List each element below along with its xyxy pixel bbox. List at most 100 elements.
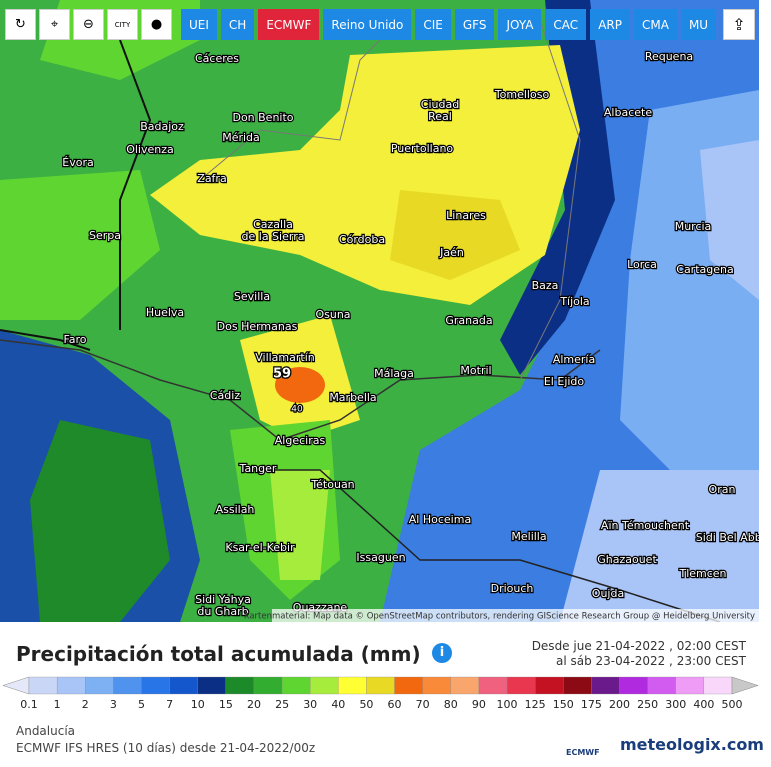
city-label: Real bbox=[428, 110, 452, 123]
city-label: Sevilla bbox=[234, 290, 270, 303]
city-label: Serpa bbox=[89, 229, 121, 242]
city-label: Cartagena bbox=[676, 263, 733, 276]
region: Andalucía bbox=[16, 724, 76, 738]
city-label: Jaén bbox=[439, 246, 464, 259]
legend-swatch bbox=[478, 676, 508, 695]
refresh-button[interactable]: ↻ bbox=[5, 9, 36, 40]
city-label: Évora bbox=[62, 156, 93, 169]
legend-swatch bbox=[113, 676, 142, 695]
legend-swatch bbox=[535, 676, 564, 695]
toolbar: ↻ ⌖ ⊖ CITY ● UEI CH ECMWF Reino Unido CIE GFS… bbox=[5, 9, 717, 40]
city-label: Cádiz bbox=[210, 389, 240, 402]
share-button[interactable]: ⇪ bbox=[723, 9, 755, 40]
info-icon[interactable]: i bbox=[432, 643, 452, 663]
legend-swatch bbox=[450, 676, 480, 695]
legend-swatch bbox=[281, 676, 311, 695]
city-label: Faro bbox=[63, 333, 86, 346]
brand[interactable]: meteologix.com bbox=[620, 735, 764, 754]
zoom-button[interactable]: ⊖ bbox=[73, 9, 104, 40]
city-label: Tanger bbox=[239, 462, 277, 475]
legend-label: 250 bbox=[637, 698, 658, 711]
city-label: Granada bbox=[445, 314, 492, 327]
model-button[interactable]: ARP bbox=[590, 9, 630, 40]
model-button[interactable]: CIE bbox=[415, 9, 451, 40]
model-button[interactable]: CAC bbox=[545, 9, 587, 40]
legend-label: 10 bbox=[191, 698, 205, 711]
date-from: Desde jue 21-04-2022 , 02:00 CEST bbox=[531, 639, 746, 653]
model-button[interactable]: ECMWF bbox=[258, 9, 320, 40]
legend-label: 150 bbox=[553, 698, 574, 711]
city-label: Murcia bbox=[675, 220, 712, 233]
legend-label: 60 bbox=[388, 698, 402, 711]
model-button[interactable]: MU bbox=[680, 9, 717, 40]
legend-label: 30 bbox=[303, 698, 317, 711]
model-button[interactable]: CMA bbox=[633, 9, 677, 40]
model-button[interactable]: GFS bbox=[454, 9, 495, 40]
model-button[interactable]: UEI bbox=[181, 9, 217, 40]
legend-swatch bbox=[28, 676, 58, 695]
city-label: Tomelloso bbox=[494, 88, 550, 101]
legend-swatch bbox=[366, 676, 395, 695]
legend-swatch bbox=[197, 676, 226, 695]
city-label: Issaguen bbox=[356, 551, 405, 564]
city-label: Ksar-el-Kebir bbox=[225, 541, 295, 554]
city-label: Sidi Yahya bbox=[195, 593, 251, 606]
legend-swatch bbox=[85, 676, 114, 695]
city-label: Albacete bbox=[604, 106, 652, 119]
legend-swatch bbox=[225, 676, 255, 695]
ecmwf-logo: ECMWF bbox=[566, 748, 600, 757]
city-label: Oran bbox=[709, 483, 736, 496]
model-button[interactable]: Reino Unido bbox=[323, 9, 412, 40]
city-label: Huelva bbox=[146, 306, 184, 319]
city-label: Tíjola bbox=[559, 295, 589, 308]
legend-swatch bbox=[253, 676, 283, 695]
city-label: Ciudad bbox=[421, 98, 459, 111]
panel-title: Precipitación total acumulada (mm) bbox=[16, 642, 421, 666]
city-label: Tlemcen bbox=[678, 567, 726, 580]
legend-swatch bbox=[394, 676, 423, 695]
legend-label: 80 bbox=[444, 698, 458, 711]
city-label: Requena bbox=[645, 50, 693, 63]
legend-swatch bbox=[591, 676, 620, 695]
city-label: Olivenza bbox=[126, 143, 174, 156]
legend-label: 500 bbox=[722, 698, 743, 711]
city-label: Motril bbox=[460, 364, 491, 377]
city-label: Driouch bbox=[491, 582, 534, 595]
legend-label: 90 bbox=[472, 698, 486, 711]
city-label: Mérida bbox=[222, 131, 260, 144]
legend-label: 175 bbox=[581, 698, 602, 711]
city-label: Zafra bbox=[197, 172, 226, 185]
legend-swatch bbox=[141, 676, 170, 695]
model-button[interactable]: JOYA bbox=[498, 9, 542, 40]
legend-swatch bbox=[647, 676, 676, 695]
city-label: Assilah bbox=[216, 503, 255, 516]
legend-swatch bbox=[703, 676, 733, 695]
city-label: Badajoz bbox=[140, 120, 184, 133]
attribution-bg bbox=[272, 609, 759, 622]
legend-label: 20 bbox=[247, 698, 261, 711]
city-label: Don Benito bbox=[232, 111, 293, 124]
location-button[interactable]: ⌖ bbox=[39, 9, 70, 40]
legend-swatch bbox=[506, 676, 536, 695]
legend-label: 1 bbox=[54, 698, 61, 711]
marker-button[interactable]: ● bbox=[141, 9, 172, 40]
legend-label: 7 bbox=[166, 698, 173, 711]
legend-label: 2 bbox=[82, 698, 89, 711]
legend-label: 125 bbox=[525, 698, 546, 711]
date-to: al sáb 23-04-2022 , 23:00 CEST bbox=[555, 654, 746, 668]
city-toggle[interactable]: CITY bbox=[107, 9, 138, 40]
legend-swatch bbox=[56, 676, 86, 695]
model-button[interactable]: CH bbox=[220, 9, 255, 40]
city-label: Oujda bbox=[592, 587, 624, 600]
max-value-label: 59 bbox=[273, 367, 291, 382]
city-label: Ghazaouet bbox=[597, 553, 657, 566]
legend-label: 70 bbox=[416, 698, 430, 711]
legend-label: 25 bbox=[275, 698, 289, 711]
legend-label: 50 bbox=[359, 698, 373, 711]
city-label: Cáceres bbox=[195, 52, 239, 65]
city-label: Aïn Témouchent bbox=[601, 519, 690, 532]
attribution: Kartenmaterial: Map data © OpenStreetMap… bbox=[244, 612, 755, 622]
legend-swatch bbox=[731, 676, 759, 695]
legend-swatch bbox=[169, 676, 198, 695]
